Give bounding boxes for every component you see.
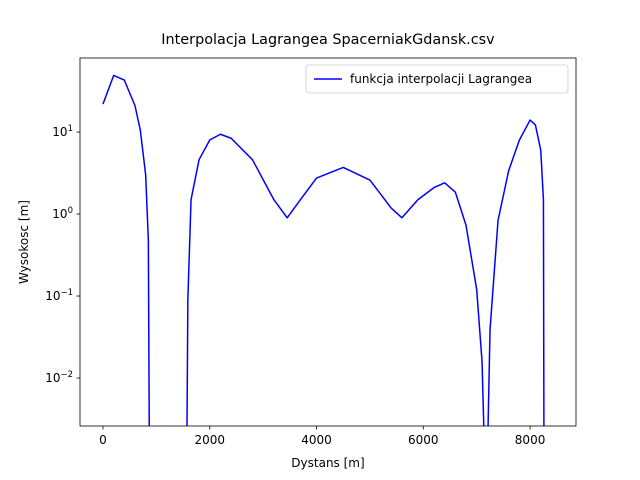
x-tick-label: 0	[99, 433, 107, 447]
plot-frame	[79, 57, 577, 427]
y-tick-label: 10−1	[45, 288, 73, 303]
y-tick-label: 100	[52, 206, 73, 221]
x-tick-label: 6000	[408, 433, 439, 447]
plot-area	[102, 74, 545, 426]
x-axis-label: Dystans [m]	[291, 456, 364, 470]
x-tick-label: 8000	[515, 433, 546, 447]
chart-title: Interpolacja Lagrangea SpacerniakGdansk.…	[161, 32, 495, 48]
line-series	[102, 74, 545, 426]
legend-label: funkcja interpolacji Lagrangea	[350, 72, 532, 86]
y-tick-label: 101	[52, 124, 73, 139]
legend-box	[305, 64, 569, 94]
x-tick-label: 4000	[301, 433, 332, 447]
y-tick-label: 10−2	[45, 370, 73, 385]
x-tick-label: 2000	[194, 433, 225, 447]
y-axis-label: Wysokosc [m]	[17, 200, 31, 284]
